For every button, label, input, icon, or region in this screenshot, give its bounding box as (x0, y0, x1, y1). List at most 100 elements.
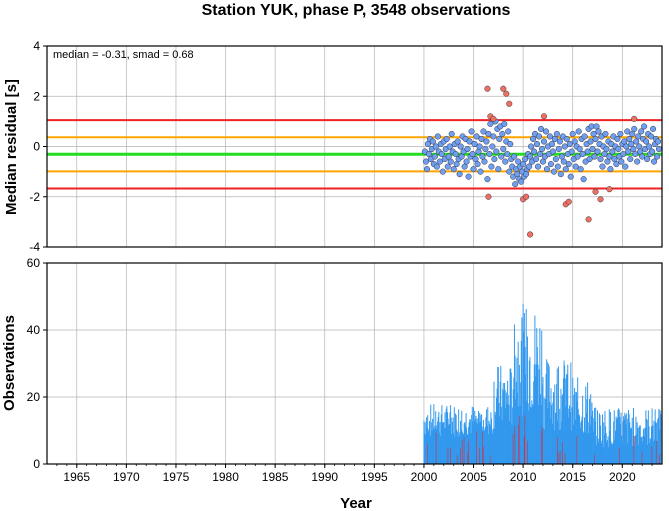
data-point (591, 153, 598, 160)
data-point (556, 138, 563, 145)
data-point (646, 143, 653, 150)
residual-y-ticks: 4 2 0 -2 -4 (29, 39, 47, 254)
x-tick-label: 1990 (311, 470, 338, 484)
data-point (621, 138, 628, 145)
data-point (500, 85, 507, 92)
data-point (496, 135, 503, 143)
x-tick-label: 1965 (63, 470, 90, 484)
data-point (480, 128, 487, 135)
data-point (478, 135, 485, 143)
data-point (433, 163, 440, 170)
data-point (631, 115, 638, 122)
data-point (653, 153, 661, 160)
data-point (577, 166, 584, 173)
data-point (550, 168, 557, 175)
data-point (439, 168, 446, 175)
data-point (424, 140, 431, 148)
data-point (593, 123, 600, 130)
data-point (594, 148, 601, 155)
residual-points (421, 85, 663, 238)
data-point (443, 135, 450, 143)
data-point (425, 150, 432, 158)
data-point (506, 100, 513, 107)
data-point (592, 188, 599, 195)
data-point (473, 133, 480, 140)
data-point (627, 156, 634, 163)
data-point (503, 90, 510, 97)
data-point (632, 150, 639, 158)
data-point (601, 150, 608, 158)
data-point (543, 166, 550, 173)
data-point (481, 158, 488, 165)
x-tick-label: 2010 (510, 470, 537, 484)
data-point (549, 148, 556, 155)
data-point (546, 133, 553, 140)
data-point (532, 156, 540, 163)
data-point (555, 145, 562, 153)
data-point (520, 161, 527, 168)
data-point (504, 150, 511, 158)
x-tick-label: 2000 (411, 470, 438, 484)
data-point (475, 148, 482, 155)
data-point (644, 156, 651, 163)
data-point (540, 113, 548, 120)
data-point (615, 145, 622, 153)
data-point (422, 158, 429, 165)
data-point (457, 143, 464, 150)
data-point (448, 130, 455, 137)
data-point (620, 150, 627, 158)
data-point (488, 163, 495, 170)
data-point (565, 161, 572, 168)
data-point (563, 135, 570, 143)
reference-lines (47, 119, 662, 190)
data-point (589, 145, 596, 153)
data-point (458, 153, 465, 160)
data-point (538, 145, 546, 153)
y-tick-label: -4 (29, 240, 40, 254)
data-point (568, 148, 575, 155)
data-point (535, 133, 543, 140)
x-tick-label: 1975 (163, 470, 190, 484)
data-point (470, 166, 477, 173)
observations-y-ticks: 60 40 20 0 (27, 256, 47, 471)
data-point (529, 135, 537, 143)
data-point (650, 125, 657, 132)
data-point (463, 158, 470, 165)
data-point (472, 156, 479, 163)
data-point (452, 150, 459, 158)
data-point (446, 143, 453, 150)
data-point (587, 138, 594, 145)
data-point (611, 156, 618, 163)
data-point (456, 171, 463, 178)
data-point (490, 133, 497, 140)
data-point (505, 128, 512, 135)
y-tick-label: -2 (29, 190, 40, 204)
residual-y-axis-label: Median residual [s] (3, 79, 20, 215)
data-point (479, 153, 486, 160)
data-point (495, 166, 502, 173)
data-point (486, 150, 493, 158)
data-point (536, 150, 544, 158)
data-point (576, 145, 583, 153)
data-point (622, 163, 629, 170)
residual-grid (47, 45, 662, 248)
data-point (580, 176, 587, 183)
data-point (465, 173, 472, 180)
data-point (477, 168, 484, 175)
data-point (469, 150, 476, 158)
data-point (607, 166, 614, 173)
x-tick-label: 2005 (460, 470, 487, 484)
data-point (447, 158, 454, 165)
data-point (603, 145, 610, 153)
data-point (453, 161, 460, 168)
data-point (625, 148, 632, 155)
data-point (604, 158, 611, 165)
data-point (434, 133, 441, 140)
data-point (514, 171, 521, 178)
x-tick-label: 2020 (609, 470, 636, 484)
data-point (493, 148, 500, 155)
x-tick-label: 1985 (262, 470, 289, 484)
data-point (631, 125, 638, 132)
data-point (527, 153, 534, 160)
